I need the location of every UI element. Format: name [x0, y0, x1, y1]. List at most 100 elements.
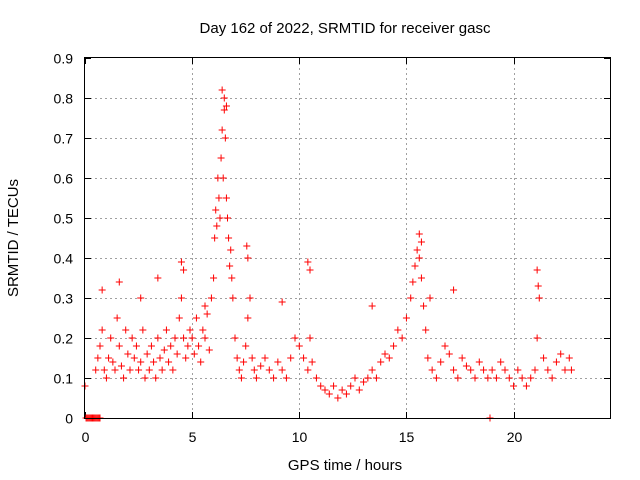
data-point — [207, 294, 215, 302]
axis-ticks — [85, 58, 610, 419]
x-axis-label: GPS time / hours — [288, 457, 402, 474]
data-point — [227, 246, 235, 254]
data-point — [445, 350, 453, 358]
data-point — [135, 366, 143, 374]
data-point — [321, 386, 329, 394]
data-point — [261, 354, 269, 362]
data-point — [190, 350, 198, 358]
data-point — [462, 362, 470, 370]
data-point — [360, 378, 368, 386]
data-point — [126, 366, 134, 374]
data-point — [213, 222, 221, 230]
data-point — [240, 358, 248, 366]
data-point — [117, 362, 125, 370]
data-point — [105, 354, 113, 362]
x-tick-label: 0 — [82, 429, 90, 445]
data-point — [450, 366, 458, 374]
data-point — [278, 298, 286, 306]
data-point — [437, 358, 445, 366]
data-point — [137, 358, 145, 366]
data-point — [291, 334, 299, 342]
data-point — [171, 334, 179, 342]
data-point — [567, 366, 575, 374]
data-point — [175, 314, 183, 322]
data-point — [544, 366, 552, 374]
x-tick-label: 15 — [399, 429, 415, 445]
data-point — [441, 342, 449, 350]
data-point — [531, 366, 539, 374]
data-point — [552, 358, 560, 366]
data-point — [221, 134, 229, 142]
data-point — [351, 374, 359, 382]
data-point — [107, 334, 115, 342]
data-point — [115, 278, 123, 286]
data-point — [368, 302, 376, 310]
data-point — [454, 374, 462, 382]
data-point — [177, 294, 185, 302]
data-point — [407, 294, 415, 302]
data-point — [158, 366, 166, 374]
data-point — [145, 366, 153, 374]
data-point — [102, 374, 110, 382]
data-point — [338, 386, 346, 394]
data-point — [308, 358, 316, 366]
data-point — [92, 366, 100, 374]
data-point — [244, 314, 252, 322]
data-point — [488, 366, 496, 374]
data-point — [565, 354, 573, 362]
data-point — [409, 278, 417, 286]
data-point — [312, 374, 320, 382]
data-point — [533, 334, 541, 342]
data-point — [458, 354, 466, 362]
data-point — [250, 366, 258, 374]
y-tick-labels: 0 0.1 0.2 0.3 0.4 0.5 0.6 0.7 0.8 0.9 — [54, 51, 74, 427]
data-point — [226, 262, 234, 270]
data-point — [192, 314, 200, 322]
data-point — [306, 334, 314, 342]
data-point — [98, 326, 106, 334]
data-point — [381, 350, 389, 358]
data-point — [177, 258, 185, 266]
data-point — [510, 382, 518, 390]
data-point — [229, 294, 237, 302]
data-point — [143, 350, 151, 358]
data-point — [137, 294, 145, 302]
data-point — [534, 282, 542, 290]
data-point — [218, 86, 226, 94]
data-point — [394, 326, 402, 334]
y-tick-label: 0.2 — [54, 331, 74, 347]
y-tick-label: 0.9 — [54, 51, 74, 67]
data-point — [432, 374, 440, 382]
data-points — [81, 86, 575, 422]
data-point — [180, 266, 188, 274]
data-point — [162, 326, 170, 334]
y-tick-label: 0.3 — [54, 291, 74, 307]
data-point — [398, 334, 406, 342]
data-point — [287, 354, 295, 362]
x-tick-labels: 0 5 10 15 20 — [82, 429, 523, 445]
data-point — [270, 374, 278, 382]
data-point — [147, 342, 155, 350]
data-point — [244, 254, 252, 262]
y-tick-label: 0 — [65, 411, 73, 427]
y-tick-label: 0.1 — [54, 371, 74, 387]
data-point — [98, 286, 106, 294]
data-point — [415, 254, 423, 262]
y-tick-label: 0.5 — [54, 211, 74, 227]
data-point — [201, 302, 209, 310]
data-point — [242, 342, 250, 350]
data-point — [124, 350, 132, 358]
data-point — [224, 214, 231, 222]
y-tick-label: 0.7 — [54, 131, 74, 147]
data-point — [248, 354, 256, 362]
data-point — [475, 358, 483, 366]
y-tick-label: 0.4 — [54, 251, 74, 267]
data-point — [210, 274, 218, 282]
x-tick-label: 20 — [507, 429, 523, 445]
data-point — [120, 374, 128, 382]
data-point — [215, 194, 223, 202]
data-point — [203, 310, 211, 318]
data-point — [109, 358, 117, 366]
data-point — [364, 374, 372, 382]
